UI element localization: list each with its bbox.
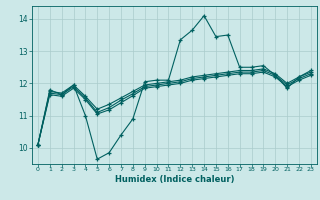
X-axis label: Humidex (Indice chaleur): Humidex (Indice chaleur) <box>115 175 234 184</box>
